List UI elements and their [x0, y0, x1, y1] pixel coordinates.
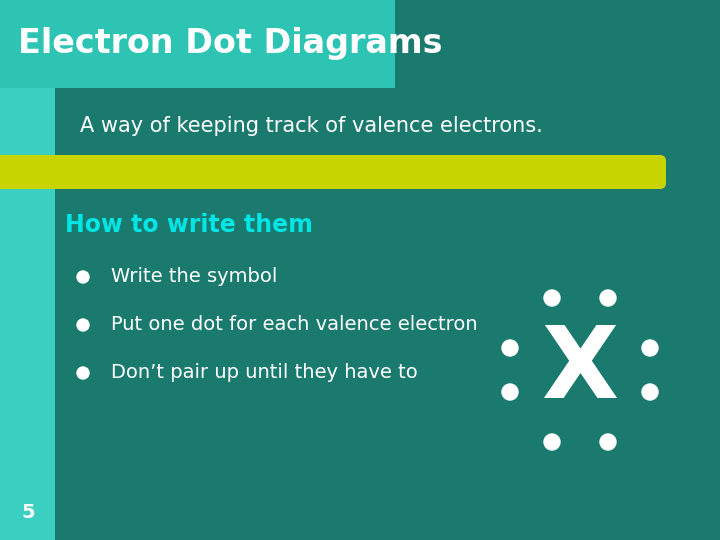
Circle shape: [544, 434, 560, 450]
Circle shape: [544, 290, 560, 306]
Text: Electron Dot Diagrams: Electron Dot Diagrams: [18, 28, 443, 60]
Circle shape: [600, 290, 616, 306]
Text: X: X: [541, 321, 618, 419]
Circle shape: [642, 340, 658, 356]
Circle shape: [77, 319, 89, 331]
Text: Write the symbol: Write the symbol: [111, 267, 277, 287]
Text: Put one dot for each valence electron: Put one dot for each valence electron: [111, 315, 477, 334]
FancyBboxPatch shape: [0, 155, 666, 189]
Bar: [0, 0, 395, 88]
Text: How to write them: How to write them: [65, 213, 313, 237]
Circle shape: [77, 271, 89, 283]
Circle shape: [642, 384, 658, 400]
Bar: [0, 0, 55, 540]
Circle shape: [502, 340, 518, 356]
Text: Don’t pair up until they have to: Don’t pair up until they have to: [111, 363, 418, 382]
Circle shape: [502, 384, 518, 400]
Circle shape: [77, 367, 89, 379]
Text: 5: 5: [21, 503, 35, 522]
Text: A way of keeping track of valence electrons.: A way of keeping track of valence electr…: [80, 116, 543, 136]
Circle shape: [600, 434, 616, 450]
